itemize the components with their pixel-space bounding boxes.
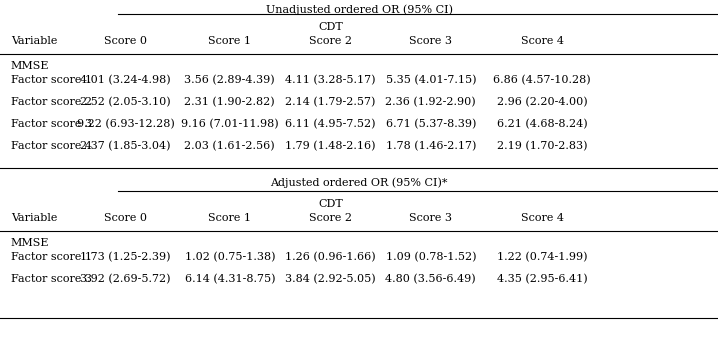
Text: 1.73 (1.25-2.39): 1.73 (1.25-2.39)	[80, 252, 171, 262]
Text: Variable: Variable	[11, 36, 57, 46]
Text: 2.52 (2.05-3.10): 2.52 (2.05-3.10)	[80, 97, 171, 107]
Text: Score 1: Score 1	[208, 36, 251, 46]
Text: Factor score 3: Factor score 3	[11, 119, 92, 129]
Text: Factor score 3: Factor score 3	[11, 274, 92, 284]
Text: 6.86 (4.57-10.28): 6.86 (4.57-10.28)	[493, 75, 591, 85]
Text: 9.16 (7.01-11.98): 9.16 (7.01-11.98)	[181, 119, 279, 129]
Text: Score 4: Score 4	[521, 36, 564, 46]
Text: 1.02 (0.75-1.38): 1.02 (0.75-1.38)	[185, 252, 275, 262]
Text: 1.09 (0.78-1.52): 1.09 (0.78-1.52)	[386, 252, 476, 262]
Text: 2.14 (1.79-2.57): 2.14 (1.79-2.57)	[285, 97, 376, 107]
Text: Unadjusted ordered OR (95% CI): Unadjusted ordered OR (95% CI)	[266, 4, 452, 15]
Text: Score 4: Score 4	[521, 213, 564, 223]
Text: Factor score 2: Factor score 2	[11, 97, 92, 107]
Text: 2.36 (1.92-2.90): 2.36 (1.92-2.90)	[386, 97, 476, 107]
Text: 4.35 (2.95-6.41): 4.35 (2.95-6.41)	[497, 274, 587, 284]
Text: 4.11 (3.28-5.17): 4.11 (3.28-5.17)	[285, 75, 376, 85]
Text: Adjusted ordered OR (95% CI)*: Adjusted ordered OR (95% CI)*	[270, 177, 448, 187]
Text: 1.26 (0.96-1.66): 1.26 (0.96-1.66)	[285, 252, 376, 262]
Text: 6.14 (4.31-8.75): 6.14 (4.31-8.75)	[185, 274, 275, 284]
Text: 2.37 (1.85-3.04): 2.37 (1.85-3.04)	[80, 141, 171, 151]
Text: 5.35 (4.01-7.15): 5.35 (4.01-7.15)	[386, 75, 476, 85]
Text: Factor score 4: Factor score 4	[11, 141, 92, 151]
Text: 4.80 (3.56-6.49): 4.80 (3.56-6.49)	[386, 274, 476, 284]
Text: 2.03 (1.61-2.56): 2.03 (1.61-2.56)	[185, 141, 275, 151]
Text: 1.22 (0.74-1.99): 1.22 (0.74-1.99)	[497, 252, 587, 262]
Text: Factor score 1: Factor score 1	[11, 75, 92, 85]
Text: CDT: CDT	[318, 199, 342, 209]
Text: 9.22 (6.93-12.28): 9.22 (6.93-12.28)	[77, 119, 174, 129]
Text: MMSE: MMSE	[11, 238, 50, 248]
Text: 2.31 (1.90-2.82): 2.31 (1.90-2.82)	[185, 97, 275, 107]
Text: 4.01 (3.24-4.98): 4.01 (3.24-4.98)	[80, 75, 171, 85]
Text: 2.19 (1.70-2.83): 2.19 (1.70-2.83)	[497, 141, 587, 151]
Text: Score 0: Score 0	[104, 213, 147, 223]
Text: 6.11 (4.95-7.52): 6.11 (4.95-7.52)	[285, 119, 376, 129]
Text: Score 2: Score 2	[309, 213, 352, 223]
Text: Factor score 1: Factor score 1	[11, 252, 92, 262]
Text: 1.79 (1.48-2.16): 1.79 (1.48-2.16)	[285, 141, 376, 151]
Text: Variable: Variable	[11, 213, 57, 223]
Text: Score 1: Score 1	[208, 213, 251, 223]
Text: Score 0: Score 0	[104, 36, 147, 46]
Text: 6.21 (4.68-8.24): 6.21 (4.68-8.24)	[497, 119, 587, 129]
Text: 2.96 (2.20-4.00): 2.96 (2.20-4.00)	[497, 97, 587, 107]
Text: 3.92 (2.69-5.72): 3.92 (2.69-5.72)	[80, 274, 171, 284]
Text: 3.56 (2.89-4.39): 3.56 (2.89-4.39)	[185, 75, 275, 85]
Text: CDT: CDT	[318, 22, 342, 32]
Text: 3.84 (2.92-5.05): 3.84 (2.92-5.05)	[285, 274, 376, 284]
Text: Score 2: Score 2	[309, 36, 352, 46]
Text: 6.71 (5.37-8.39): 6.71 (5.37-8.39)	[386, 119, 476, 129]
Text: 1.78 (1.46-2.17): 1.78 (1.46-2.17)	[386, 141, 476, 151]
Text: Score 3: Score 3	[409, 36, 452, 46]
Text: MMSE: MMSE	[11, 61, 50, 71]
Text: Score 3: Score 3	[409, 213, 452, 223]
